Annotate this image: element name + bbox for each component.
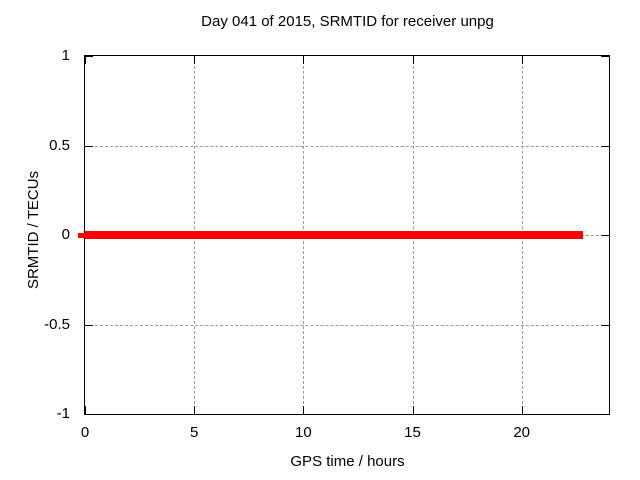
- y-tick-label: 0.5: [49, 136, 70, 154]
- chart-title: Day 041 of 2015, SRMTID for receiver unp…: [201, 13, 494, 30]
- x-tick-mark-top: [85, 56, 86, 64]
- x-tick-mark-top: [521, 56, 523, 64]
- y-tick-mark: [85, 414, 93, 415]
- x-tick-mark: [521, 406, 523, 414]
- series-line: [85, 231, 583, 239]
- x-tick-label: 15: [404, 424, 421, 441]
- y-tick-label: 1: [61, 47, 70, 64]
- plot-canvas: [78, 56, 609, 415]
- y-gridline: [85, 324, 609, 326]
- series-line-cap: [78, 233, 86, 238]
- y-gridline: [85, 145, 609, 147]
- x-tick-mark: [85, 406, 86, 414]
- y-tick-mark-right: [601, 414, 609, 415]
- y-tick-mark-right: [601, 324, 609, 326]
- x-tick-label: 20: [513, 424, 530, 441]
- x-tick-mark-top: [412, 56, 414, 64]
- y-tick-label: -0.5: [44, 315, 70, 333]
- x-tick-mark-top: [303, 56, 305, 64]
- y-tick-label: -1: [56, 405, 70, 422]
- y-tick-label: 0: [61, 226, 70, 243]
- x-tick-label: 10: [294, 424, 312, 441]
- x-axis-label: GPS time / hours: [290, 453, 405, 470]
- y-tick-mark-right: [601, 235, 609, 236]
- x-tick-label: 0: [80, 424, 90, 441]
- x-tick-mark: [303, 406, 305, 414]
- x-tick-label: 5: [189, 424, 199, 441]
- plot-area: [78, 55, 610, 415]
- y-tick-mark-right: [601, 56, 609, 57]
- y-tick-mark: [85, 145, 93, 147]
- y-tick-mark: [85, 56, 93, 57]
- x-tick-mark: [412, 406, 414, 414]
- y-tick-mark-right: [601, 145, 609, 147]
- y-tick-mark: [85, 324, 93, 326]
- y-axis-label: SRMTID / TECUs: [25, 170, 42, 290]
- x-tick-mark-top: [194, 56, 196, 64]
- x-tick-mark: [194, 406, 196, 414]
